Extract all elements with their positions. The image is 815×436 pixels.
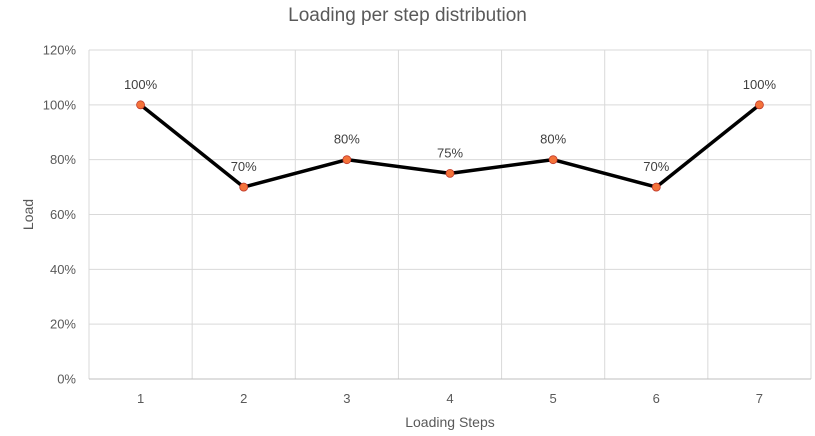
data-point	[342, 155, 352, 165]
data-point	[136, 100, 145, 110]
chart-title: Loading per step distribution	[288, 5, 527, 26]
series-layer	[136, 100, 764, 192]
data-label: 100%	[124, 77, 158, 92]
x-axis-title: Loading Steps	[405, 414, 495, 430]
x-tick-label: 2	[240, 391, 247, 406]
x-tick-label: 5	[550, 391, 557, 406]
y-axis-title: Load	[20, 199, 36, 230]
x-tick-label: 6	[653, 391, 660, 406]
x-tick-label: 3	[343, 391, 350, 406]
grid-layer	[88, 49, 812, 379]
data-label: 70%	[643, 159, 669, 174]
x-tick-label: 7	[756, 391, 763, 406]
y-tick-label: 40%	[50, 262, 76, 277]
y-tick-label: 100%	[43, 97, 77, 112]
y-tick-label: 0%	[57, 372, 76, 387]
data-label: 80%	[540, 132, 566, 147]
data-label: 80%	[334, 132, 360, 147]
data-point	[651, 182, 661, 192]
x-tick-label: 1	[137, 391, 144, 406]
y-tick-label: 60%	[50, 207, 76, 222]
data-point	[239, 182, 249, 192]
data-point	[755, 100, 764, 110]
data-label: 100%	[743, 77, 777, 92]
data-label: 70%	[231, 159, 257, 174]
data-point	[445, 168, 455, 178]
y-tick-label: 120%	[43, 43, 77, 58]
y-tick-label: 80%	[50, 152, 76, 167]
y-tick-label: 20%	[50, 317, 76, 332]
x-tick-label: 4	[446, 391, 453, 406]
data-point	[548, 155, 558, 165]
axis-layer: 0% 20% 40% 60% 80% 100% 120% 1 2 3 4 5 6 7	[43, 43, 811, 406]
label-layer: 100% 70% 80% 75% 80% 70% 100%	[124, 77, 777, 174]
data-label: 75%	[437, 145, 463, 160]
